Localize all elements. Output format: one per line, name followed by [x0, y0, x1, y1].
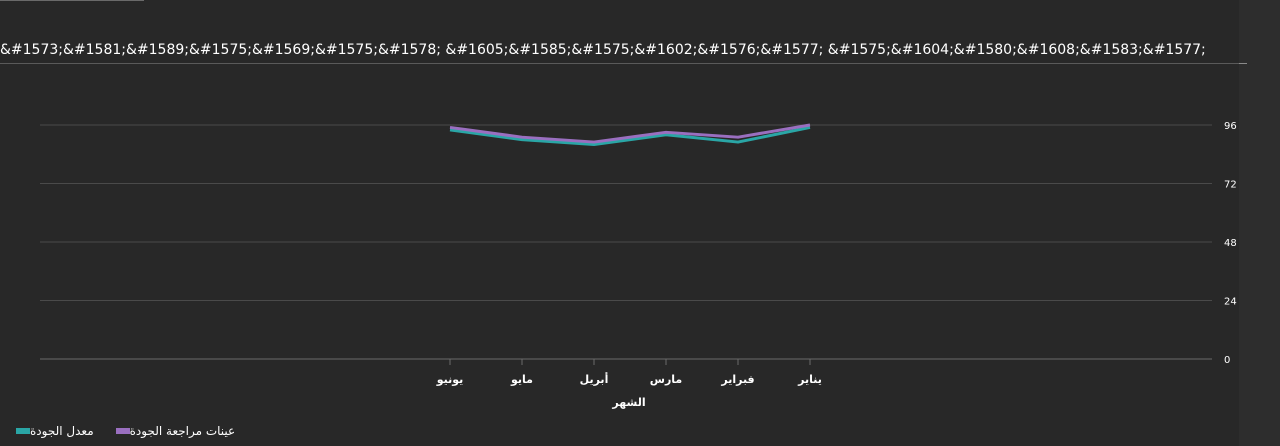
- legend-label-quality-rate: معدل الجودة: [30, 424, 94, 438]
- x-tick-label: مارس: [650, 373, 682, 386]
- legend: معدل الجودة عينات مراجعة الجودة: [16, 423, 257, 439]
- chart-panel: [0, 0, 1239, 446]
- x-tick-label: مايو: [510, 373, 533, 386]
- tab-indicator: [0, 0, 144, 1]
- x-tick-label: يناير: [797, 373, 822, 386]
- x-axis: يناير فبراير مارس أبريل مايو يونيو: [436, 359, 822, 386]
- legend-swatch-review-samples: [115, 428, 130, 434]
- title-row: &#1573;&#1581;&#1589;&#1575;&#1569;&#157…: [0, 42, 1239, 64]
- y-tick-label: 48: [1224, 238, 1237, 249]
- legend-item-review-samples[interactable]: عينات مراجعة الجودة: [115, 424, 236, 438]
- y-tick-label: 96: [1224, 121, 1237, 132]
- y-tick-label: 24: [1224, 297, 1237, 308]
- y-tick-label: 0: [1224, 355, 1230, 366]
- title-divider: [0, 63, 1239, 64]
- y-axis: 0 24 48 72 96: [1224, 121, 1237, 366]
- side-gutter: [1239, 0, 1280, 446]
- grid: [40, 124, 1212, 360]
- chart-title: &#1573;&#1581;&#1589;&#1575;&#1569;&#157…: [0, 42, 1206, 58]
- x-tick-label: أبريل: [580, 372, 609, 386]
- series-layer: [449, 123, 811, 146]
- legend-item-quality-rate[interactable]: معدل الجودة: [16, 424, 94, 438]
- series-line-0[interactable]: [449, 125, 811, 146]
- series-line-1[interactable]: [449, 123, 811, 144]
- y-tick-label: 72: [1224, 180, 1237, 191]
- x-axis-title: الشهر: [611, 396, 645, 409]
- legend-label-review-samples: عينات مراجعة الجودة: [129, 424, 236, 438]
- title-divider-tick: [1239, 63, 1247, 64]
- x-tick-label: فبراير: [720, 373, 754, 386]
- legend-swatch-quality-rate: [16, 428, 30, 434]
- x-tick-label: يونيو: [436, 373, 464, 386]
